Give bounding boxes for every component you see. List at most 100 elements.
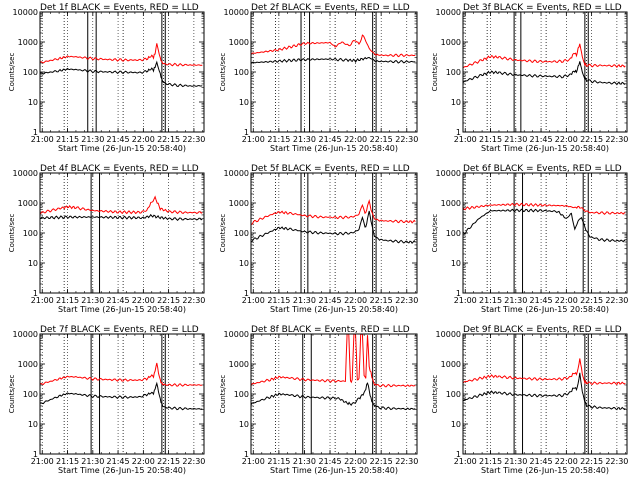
x-tick-label: 21:00 [454,135,477,144]
panel-traces [251,198,416,244]
x-axis-label: Start Time (26-Jun-15 20:58:40) [481,305,609,314]
x-tick-label: 22:30 [182,296,205,305]
panel-frame [462,333,628,455]
series-events-line [40,381,203,411]
y-axis-label: Counts/sec [431,53,439,92]
panel-traces [40,362,203,411]
y-tick-label: 1 [456,289,461,298]
y-axis-label: Counts/sec [219,375,227,414]
y-tick-label: 10 [28,259,38,268]
y-tick-label: 10000 [224,330,249,339]
y-tick-label: 100 [446,68,461,77]
x-tick-label: 21:15 [56,135,79,144]
panel-5: Det 5f BLACK = Events, RED = LLD 1 10 100 10… [219,164,418,314]
x-tick-label: 21:00 [454,457,477,466]
x-tick-label: 21:00 [242,457,265,466]
x-tick-label: 22:00 [555,135,578,144]
panel-title: Det 7f BLACK = Events, RED = LLD [40,325,199,335]
panel-frame [250,172,418,294]
series-lld-line [463,43,626,69]
y-tick-label: 100 [234,390,249,399]
panel-title: Det 4f BLACK = Events, RED = LLD [40,164,199,174]
y-tick-label: 10000 [436,8,461,17]
y-tick-label: 10000 [436,169,461,178]
y-tick-label: 100 [446,390,461,399]
x-tick-label: 21:15 [479,296,502,305]
x-tick-label: 21:30 [81,457,104,466]
x-tick-label: 22:00 [344,457,367,466]
y-axis-label: Counts/sec [431,375,439,414]
x-tick-label: 21:30 [81,135,104,144]
x-tick-label: 21:45 [107,135,130,144]
panel-frame [462,11,628,133]
x-tick-label: 21:00 [454,296,477,305]
y-tick-label: 10 [239,259,249,268]
panel-frame [462,172,628,294]
y-tick-label: 10 [451,420,461,429]
x-tick-label: 21:30 [504,296,527,305]
x-tick-label: 22:15 [370,457,393,466]
x-tick-label: 21:15 [267,296,290,305]
panel-2: Det 2f BLACK = Events, RED = LLD 1 10 100 10… [219,3,418,153]
x-tick-label: 21:15 [56,457,79,466]
x-tick-label: 22:30 [182,457,205,466]
x-tick-label: 22:00 [344,296,367,305]
y-tick-label: 1 [456,128,461,137]
x-axis-label: Start Time (26-Jun-15 20:58:40) [270,305,398,314]
x-tick-label: 22:15 [157,296,180,305]
x-axis-label: Start Time (26-Jun-15 20:58:40) [58,466,186,475]
y-tick-label: 100 [234,68,249,77]
y-axis-label: Counts/sec [8,375,16,414]
series-events-line [463,372,626,411]
panel-1: Det 1f BLACK = Events, RED = LLD 1 10 100 10… [8,3,205,153]
x-tick-label: 22:30 [395,135,418,144]
x-tick-label: 21:45 [318,457,341,466]
panel-title: Det 1f BLACK = Events, RED = LLD [40,3,199,13]
x-tick-label: 21:00 [31,457,54,466]
panel-traces [463,358,626,411]
y-tick-label: 1 [33,450,38,459]
y-axis-label: Counts/sec [8,53,16,92]
panel-title: Det 9f BLACK = Events, RED = LLD [463,325,622,335]
x-tick-label: 22:00 [132,296,155,305]
y-tick-label: 10 [451,98,461,107]
panel-traces [40,195,203,221]
y-axis-label: Counts/sec [219,53,227,92]
y-tick-label: 100 [23,229,38,238]
x-tick-label: 22:00 [132,457,155,466]
y-tick-label: 1 [456,450,461,459]
x-tick-label: 22:15 [370,135,393,144]
x-tick-label: 21:30 [81,296,104,305]
x-tick-label: 22:15 [580,457,603,466]
y-tick-label: 1000 [229,360,249,369]
panel-traces [40,43,203,88]
series-lld-line [40,362,203,387]
x-axis-label: Start Time (26-Jun-15 20:58:40) [270,466,398,475]
series-events-line [463,208,626,243]
panel-traces [251,334,416,411]
x-tick-label: 21:45 [107,457,130,466]
panel-7: Det 7f BLACK = Events, RED = LLD 1 10 100 10… [8,325,205,475]
y-tick-label: 100 [23,390,38,399]
panel-9: Det 9f BLACK = Events, RED = LLD 1 10 100 10… [431,325,628,475]
panel-traces [463,202,626,243]
y-tick-label: 1 [244,128,249,137]
y-tick-label: 1000 [18,360,38,369]
y-tick-label: 1000 [441,199,461,208]
panel-title: Det 5f BLACK = Events, RED = LLD [251,164,410,174]
y-axis-label: Counts/sec [431,214,439,253]
series-events-line [251,382,416,411]
panel-4: Det 4f BLACK = Events, RED = LLD 1 10 100 10… [8,164,205,314]
series-lld-line [463,358,626,386]
x-tick-label: 21:45 [530,135,553,144]
x-tick-label: 21:30 [504,457,527,466]
panel-frame [250,333,418,455]
y-tick-label: 10000 [436,330,461,339]
panel-frame [39,11,205,133]
series-lld-line [251,334,416,388]
x-tick-label: 22:15 [157,457,180,466]
y-tick-label: 100 [446,229,461,238]
y-tick-label: 10000 [224,8,249,17]
x-tick-label: 22:30 [605,135,628,144]
x-tick-label: 21:45 [530,296,553,305]
